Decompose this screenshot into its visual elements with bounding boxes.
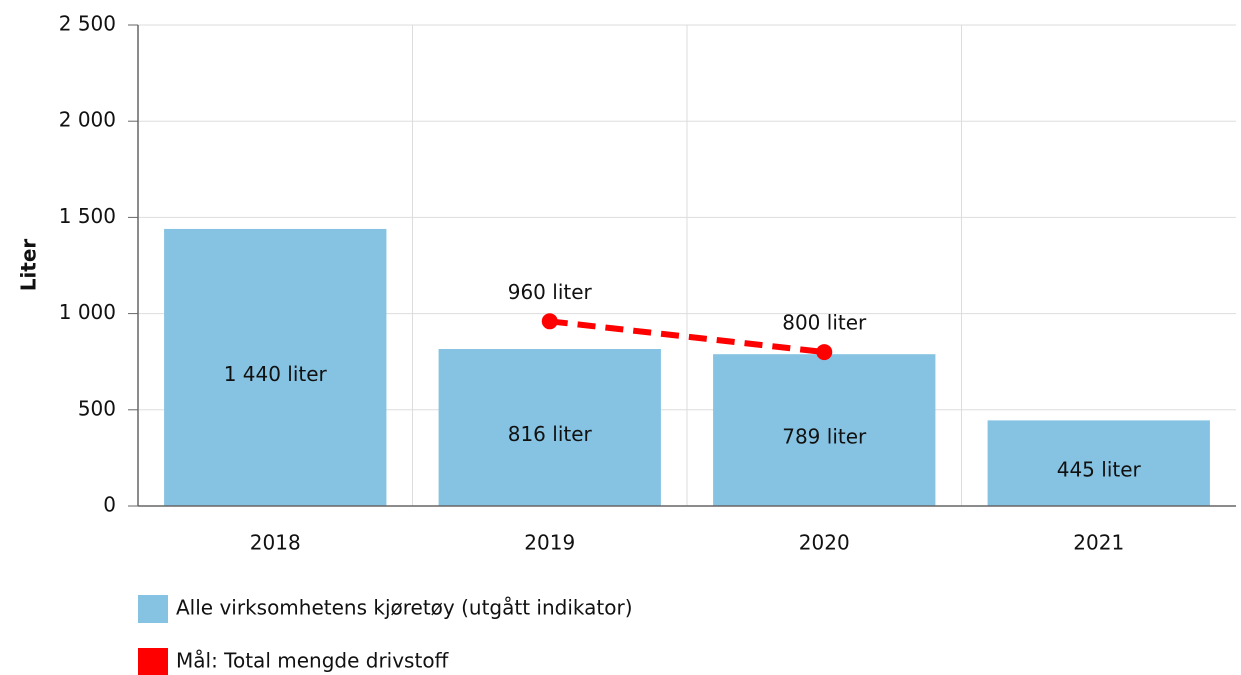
- legend-label: Mål: Total mengde drivstoff: [176, 649, 450, 673]
- y-axis-title: Liter: [17, 239, 41, 292]
- legend-swatch: [138, 595, 168, 623]
- legend-label: Alle virksomhetens kjøretøy (utgått indi…: [176, 596, 633, 620]
- bar-value-label: 445 liter: [1057, 458, 1142, 482]
- y-tick-label: 2 500: [59, 12, 116, 36]
- legend-swatch: [138, 648, 168, 675]
- y-tick-label: 1 000: [59, 300, 116, 324]
- y-tick-label: 0: [103, 493, 116, 517]
- x-tick-label: 2021: [1073, 531, 1124, 555]
- y-tick-label: 2 000: [59, 108, 116, 132]
- x-tick-label: 2018: [250, 531, 301, 555]
- bar: [713, 354, 936, 506]
- x-tick-label: 2020: [799, 531, 850, 555]
- target-line: [549, 318, 825, 356]
- y-tick-label: 1 500: [59, 204, 116, 228]
- bar-value-label: 1 440 liter: [224, 362, 328, 386]
- x-tick-label: 2019: [524, 531, 575, 555]
- target-point: [816, 344, 833, 361]
- y-tick-label: 500: [78, 396, 116, 420]
- bar: [438, 349, 661, 506]
- bar-value-label: 816 liter: [508, 422, 593, 446]
- point-value-label: 800 liter: [782, 311, 867, 335]
- bar-value-label: 789 liter: [782, 425, 867, 449]
- bar: [164, 228, 387, 506]
- target-point: [541, 313, 558, 330]
- bar: [987, 420, 1210, 506]
- point-value-label: 960 liter: [508, 280, 593, 304]
